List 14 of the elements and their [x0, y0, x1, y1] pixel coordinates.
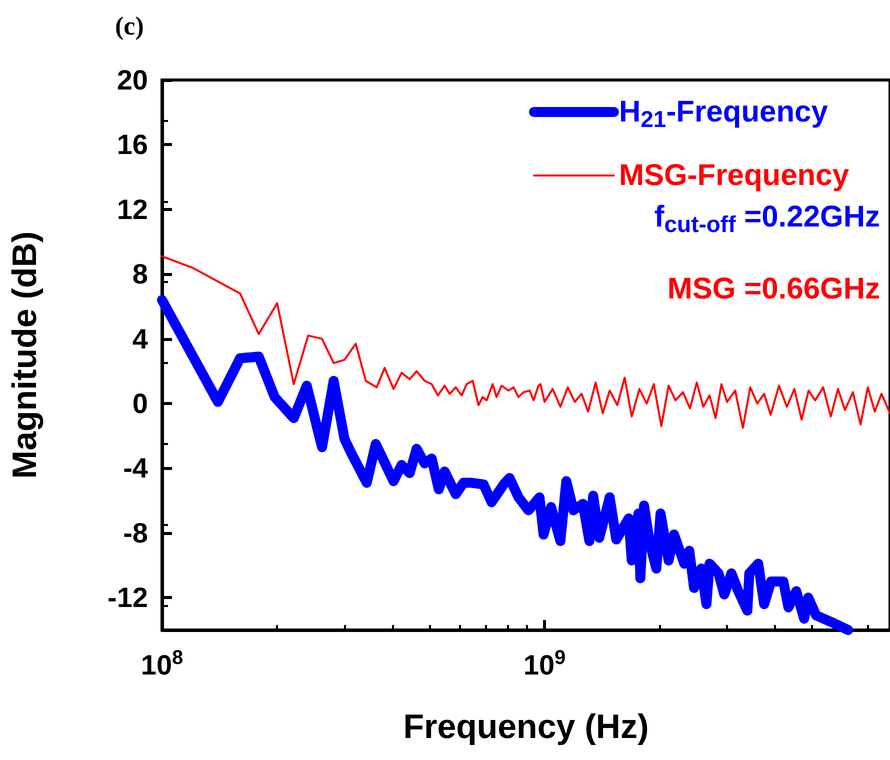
y-tick-label: 4 — [132, 323, 148, 354]
chart-title: (c) — [115, 12, 144, 40]
y-tick-label: 16 — [116, 129, 148, 160]
y-tick-label: -12 — [108, 582, 148, 614]
annotation: MSG =0.66GHz — [667, 272, 880, 306]
y-tick-label: -8 — [123, 517, 148, 548]
legend-label: MSG-Frequency — [618, 159, 850, 192]
x-axis-title: Frequency (Hz) — [403, 708, 649, 746]
y-tick-label: 8 — [132, 258, 148, 290]
y-tick-label: -4 — [123, 452, 148, 484]
y-tick-label: 12 — [116, 194, 148, 225]
y-tick-label: 0 — [132, 388, 148, 420]
y-axis-title: Magnitude (dB) — [6, 231, 44, 479]
y-tick-label: 20 — [116, 64, 148, 96]
